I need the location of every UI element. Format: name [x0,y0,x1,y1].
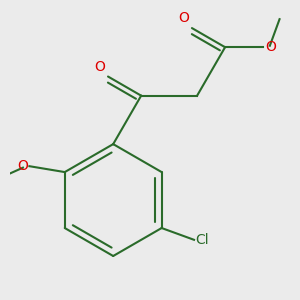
Text: O: O [94,60,105,74]
Text: Cl: Cl [196,233,209,247]
Text: O: O [178,11,189,25]
Text: O: O [17,159,28,173]
Text: O: O [265,40,276,54]
